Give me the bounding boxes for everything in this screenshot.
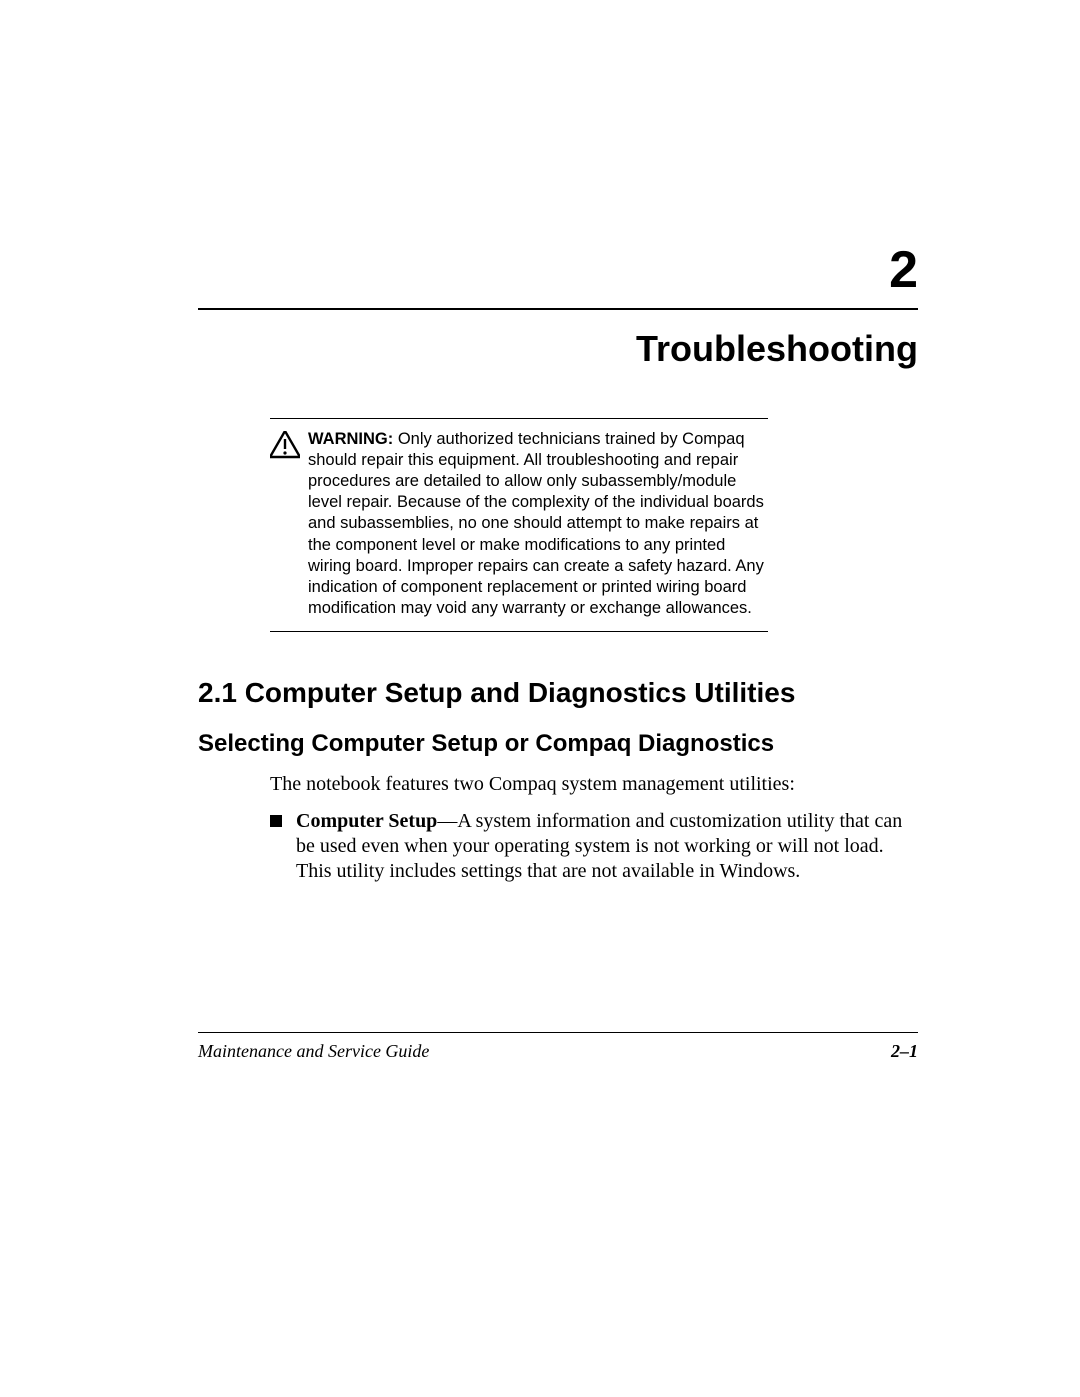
chapter-title: Troubleshooting: [198, 328, 918, 370]
warning-box: WARNING: Only authorized technicians tra…: [270, 418, 768, 632]
chapter-rule: [198, 308, 918, 310]
footer-left: Maintenance and Service Guide: [198, 1041, 429, 1062]
bullet-text: Computer Setup—A system information and …: [296, 809, 918, 884]
page-content: 2 Troubleshooting WARNING: Only authoriz…: [198, 0, 918, 1397]
warning-text: WARNING: Only authorized technicians tra…: [308, 429, 768, 619]
intro-paragraph: The notebook features two Compaq system …: [270, 772, 918, 797]
warning-icon: [270, 429, 300, 464]
bullet-list: Computer Setup—A system information and …: [270, 809, 918, 884]
footer-page-number: 2–1: [891, 1041, 918, 1062]
footer-line: Maintenance and Service Guide 2–1: [198, 1041, 918, 1062]
chapter-number: 2: [198, 240, 918, 300]
warning-body: Only authorized technicians trained by C…: [308, 430, 764, 617]
page-footer: Maintenance and Service Guide 2–1: [198, 1032, 918, 1062]
subsection-heading: Selecting Computer Setup or Compaq Diagn…: [198, 730, 918, 759]
footer-rule: [198, 1032, 918, 1033]
warning-label: WARNING:: [308, 430, 393, 448]
bullet-bold: Computer Setup: [296, 810, 437, 832]
bullet-marker-icon: [270, 815, 282, 827]
list-item: Computer Setup—A system information and …: [270, 809, 918, 884]
section-heading: 2.1 Computer Setup and Diagnostics Utili…: [198, 676, 918, 710]
